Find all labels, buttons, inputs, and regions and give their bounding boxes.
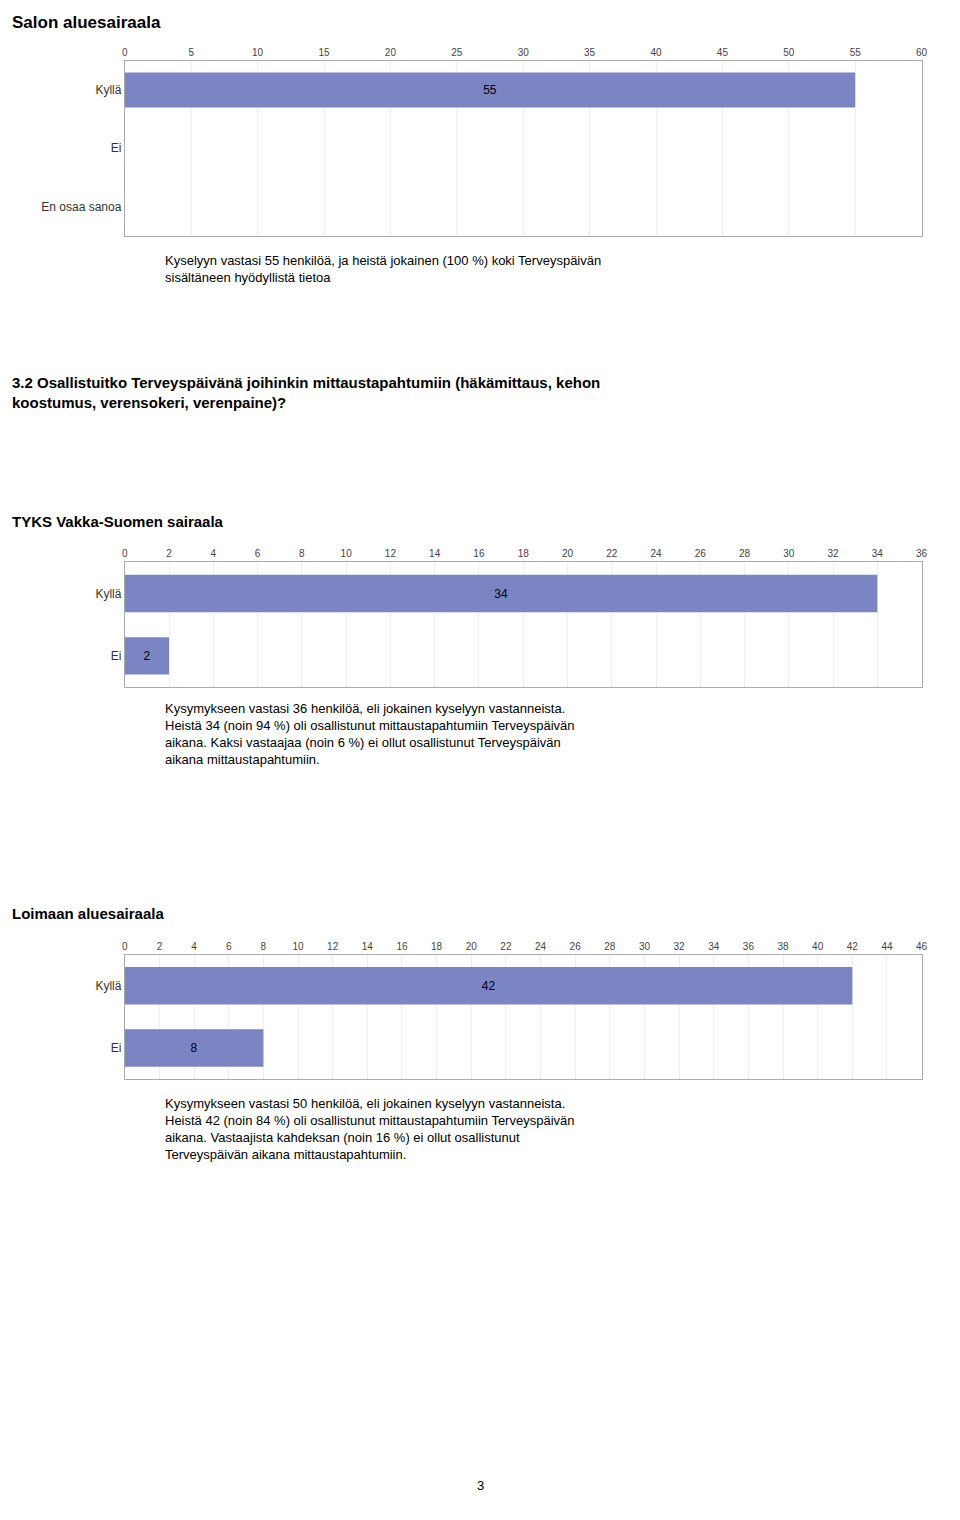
svg-text:24: 24 [650,548,662,559]
svg-text:28: 28 [739,548,751,559]
svg-text:55: 55 [483,83,497,97]
svg-text:50: 50 [783,47,795,58]
svg-text:18: 18 [431,941,443,952]
svg-text:36: 36 [743,941,755,952]
svg-text:40: 40 [650,47,662,58]
svg-text:36: 36 [916,548,928,559]
svg-text:42: 42 [847,941,859,952]
svg-text:34: 34 [494,587,508,601]
svg-text:Loimaan aluesairaala: Loimaan aluesairaala [12,905,164,922]
svg-text:16: 16 [396,941,408,952]
svg-text:4: 4 [211,548,217,559]
svg-text:Salon aluesairaala: Salon aluesairaala [12,13,161,32]
svg-text:26: 26 [695,548,707,559]
svg-text:30: 30 [639,941,651,952]
svg-text:Kyllä: Kyllä [95,587,121,601]
svg-text:22: 22 [500,941,512,952]
svg-text:14: 14 [429,548,441,559]
svg-text:2: 2 [157,941,163,952]
svg-text:12: 12 [327,941,339,952]
svg-text:8: 8 [299,548,305,559]
svg-text:8: 8 [261,941,267,952]
svg-text:En osaa sanoa: En osaa sanoa [41,200,121,214]
svg-text:Kyllä: Kyllä [95,83,121,97]
svg-text:2: 2 [143,649,150,663]
svg-text:8: 8 [191,1041,198,1055]
svg-text:42: 42 [482,979,496,993]
svg-text:34: 34 [708,941,720,952]
svg-text:Kyselyyn vastasi 55 henkilöä,: Kyselyyn vastasi 55 henkilöä, ja heistä … [165,253,601,285]
svg-text:10: 10 [292,941,304,952]
svg-text:4: 4 [191,941,197,952]
svg-text:10: 10 [341,548,353,559]
svg-text:Ei: Ei [111,1041,122,1055]
svg-text:16: 16 [473,548,485,559]
svg-text:3.2 Osallistuitko Terveyspäivä: 3.2 Osallistuitko Terveyspäivänä joihink… [12,374,600,411]
svg-text:20: 20 [562,548,574,559]
svg-text:24: 24 [535,941,547,952]
svg-text:TYKS Vakka-Suomen sairaala: TYKS Vakka-Suomen sairaala [12,513,224,530]
svg-text:34: 34 [872,548,884,559]
svg-text:46: 46 [916,941,928,952]
svg-text:22: 22 [606,548,618,559]
svg-text:45: 45 [717,47,729,58]
svg-text:14: 14 [362,941,374,952]
svg-text:25: 25 [451,47,463,58]
svg-text:Ei: Ei [111,649,122,663]
svg-text:6: 6 [226,941,232,952]
svg-text:40: 40 [812,941,824,952]
svg-text:6: 6 [255,548,261,559]
svg-text:60: 60 [916,47,928,58]
svg-text:32: 32 [828,548,840,559]
svg-text:20: 20 [385,47,397,58]
svg-text:0: 0 [122,941,128,952]
svg-text:30: 30 [783,548,795,559]
svg-text:18: 18 [518,548,530,559]
svg-text:Kysymykseen vastasi 36 henkilö: Kysymykseen vastasi 36 henkilöä, eli jok… [165,701,574,767]
svg-text:44: 44 [881,941,893,952]
svg-text:26: 26 [570,941,582,952]
svg-text:20: 20 [466,941,478,952]
svg-text:10: 10 [252,47,264,58]
svg-text:0: 0 [122,548,128,559]
svg-text:3: 3 [477,1478,484,1493]
svg-text:Kysymykseen vastasi 50 henkilö: Kysymykseen vastasi 50 henkilöä, eli jok… [165,1096,574,1162]
svg-text:0: 0 [122,47,128,58]
svg-text:15: 15 [318,47,330,58]
svg-text:32: 32 [674,941,686,952]
svg-text:Kyllä: Kyllä [95,979,121,993]
svg-text:5: 5 [188,47,194,58]
svg-text:12: 12 [385,548,397,559]
svg-text:2: 2 [166,548,172,559]
svg-text:30: 30 [518,47,530,58]
svg-text:55: 55 [850,47,862,58]
svg-text:28: 28 [604,941,616,952]
svg-text:38: 38 [777,941,789,952]
svg-text:35: 35 [584,47,596,58]
svg-text:Ei: Ei [111,141,122,155]
